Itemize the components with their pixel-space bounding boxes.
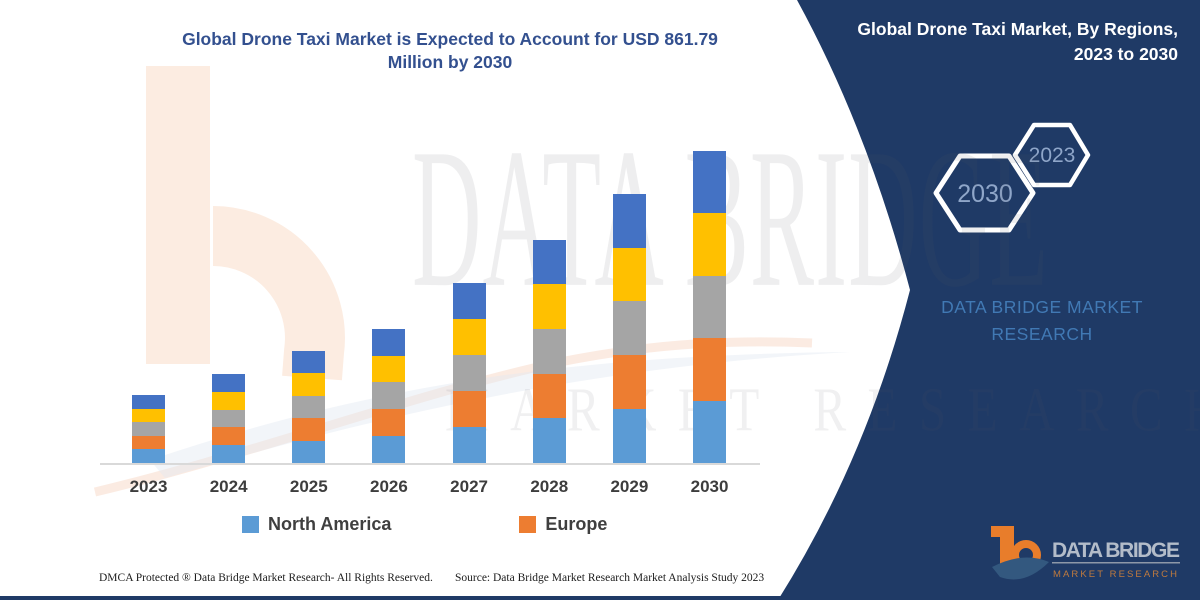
bottom-border [0, 596, 1200, 600]
bar-segment-north-america [612, 409, 646, 463]
panel-brand-text: DATA BRIDGE MARKET RESEARCH [941, 297, 1143, 344]
bar-segment-unlabeled-region-darkblue [212, 374, 246, 392]
bar-segment-north-america [452, 426, 486, 463]
logo-name-top: DATA BRIDGE [1052, 539, 1180, 562]
bar-segment-unlabeled-region-darkblue [612, 193, 646, 248]
footer-source: Source: Data Bridge Market Research Mark… [455, 572, 765, 584]
bar-segment-unlabeled-region-darkblue [693, 150, 727, 214]
bar-segment-unlabeled-region-yellow [693, 213, 727, 276]
watermark-b-stem [146, 66, 210, 364]
bar-segment-unlabeled-region-gray [212, 409, 246, 428]
bar-segment-europe [292, 418, 326, 441]
bar-segment-north-america [292, 440, 326, 463]
side-panel-shape [778, 0, 1200, 600]
footer-dmca: DMCA Protected ® Data Bridge Market Rese… [99, 572, 433, 584]
bar-segment-europe [532, 373, 566, 419]
legend-label-north-america: North America [268, 514, 392, 534]
logo-name-bottom: MARKET RESEARCH [1053, 569, 1180, 580]
bar-segment-unlabeled-region-yellow [292, 373, 326, 396]
bar-segment-unlabeled-region-yellow [452, 318, 486, 355]
bar-segment-unlabeled-region-yellow [532, 284, 566, 329]
bar-segment-unlabeled-region-darkblue [532, 239, 566, 285]
bar-segment-unlabeled-region-yellow [212, 391, 246, 410]
chart-title-line2: Million by 2030 [387, 52, 513, 72]
bar-2023 [132, 394, 165, 463]
bar-segment-europe [452, 390, 486, 427]
bar-segment-unlabeled-region-gray [532, 328, 566, 374]
bar-segment-unlabeled-region-gray [132, 422, 165, 436]
bar-segment-north-america [372, 436, 406, 463]
bar-segment-unlabeled-region-gray [292, 395, 326, 419]
x-tick-label-2030: 2030 [690, 477, 729, 496]
bar-segment-north-america [693, 400, 727, 463]
bar-2024 [212, 374, 246, 463]
bar-segment-europe [132, 435, 165, 450]
x-tick-label-2024: 2024 [209, 477, 248, 496]
watermark-b-bowl [211, 206, 345, 381]
bar-segment-unlabeled-region-gray [612, 301, 646, 356]
legend-item-north-america: North America [242, 514, 391, 535]
bar-2025 [292, 350, 326, 463]
bar-segment-unlabeled-region-gray [452, 354, 486, 391]
x-tick-label-2023: 2023 [129, 477, 168, 496]
bar-2030 [693, 150, 727, 463]
bar-segment-unlabeled-region-yellow [132, 408, 165, 423]
legend-swatch-north-america [242, 516, 259, 533]
x-tick-label-2027: 2027 [450, 477, 488, 496]
x-tick-label-2029: 2029 [610, 477, 649, 496]
bar-segment-unlabeled-region-darkblue [132, 394, 165, 409]
panel-title: Global Drone Taxi Market, By Regions, 20… [823, 17, 1178, 67]
bar-2027 [452, 282, 486, 463]
legend: North America Europe [242, 514, 607, 535]
bar-segment-unlabeled-region-darkblue [372, 328, 406, 356]
legend-label-europe: Europe [545, 514, 608, 534]
logo-divider [1052, 562, 1180, 564]
legend-item-europe: Europe [519, 514, 607, 535]
hexagon-2030 [933, 153, 1036, 233]
bar-segment-north-america [532, 418, 566, 463]
hexagon-2030-label: 2030 [957, 180, 1013, 208]
panel-title-line2: 2023 to 2030 [1073, 44, 1178, 64]
bar-segment-north-america [212, 445, 246, 463]
logo-swoosh [992, 557, 1049, 580]
bar-segment-europe [212, 427, 246, 446]
bar-2026 [372, 328, 406, 463]
bar-segment-unlabeled-region-yellow [372, 355, 406, 383]
bar-segment-europe [372, 409, 406, 437]
bar-segment-europe [612, 355, 646, 410]
watermark-swoosh-blue [150, 352, 850, 478]
chart-title: Global Drone Taxi Market is Expected to … [140, 28, 760, 74]
bar-segment-unlabeled-region-yellow [612, 247, 646, 302]
plot-area: 2023 2024 2025 2026 2027 2028 2029 2030 [100, 140, 760, 496]
hexagon-2023 [1012, 122, 1091, 188]
x-tick-label-2028: 2028 [530, 477, 569, 496]
x-tick-label-2026: 2026 [370, 477, 408, 496]
bar-2028 [532, 239, 566, 463]
bar-segment-europe [693, 338, 727, 401]
bar-segment-unlabeled-region-darkblue [452, 282, 486, 319]
panel-title-line1: Global Drone Taxi Market, By Regions, [857, 19, 1178, 39]
legend-swatch-europe [519, 516, 537, 533]
hexagon-2023-label: 2023 [1029, 144, 1076, 167]
bar-segment-unlabeled-region-darkblue [292, 350, 326, 374]
bar-segment-north-america [132, 449, 165, 463]
bar-2029 [612, 193, 646, 463]
x-tick-label-2025: 2025 [289, 477, 328, 496]
bar-segment-unlabeled-region-gray [693, 275, 727, 339]
bar-segment-unlabeled-region-gray [372, 382, 406, 410]
chart-title-line1: Global Drone Taxi Market is Expected to … [182, 29, 718, 49]
